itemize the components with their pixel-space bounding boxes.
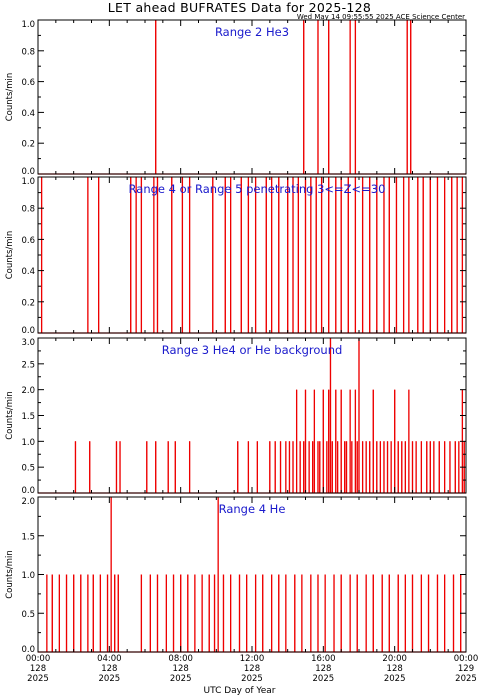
panel-label-1: Range 2 He3 (215, 25, 289, 39)
x-tick-label-time: 20:00 (382, 654, 407, 664)
panel-label-2: Range 4 or Range 5 penetrating 3<=Z<=30 (129, 182, 386, 196)
y-tick-label: 0.4 (21, 267, 35, 277)
y-tick-label: 0.0 (21, 486, 35, 496)
y-tick-label: 0.6 (21, 78, 35, 88)
x-tick-label-year: 2025 (313, 674, 335, 684)
data-trace-panel-1 (38, 20, 466, 175)
y-tick-label: 0.0 (21, 167, 35, 177)
x-tick-label-year: 2025 (455, 674, 477, 684)
x-tick-label-doy: 128 (315, 664, 331, 674)
y-tick-label: 0.6 (21, 236, 35, 246)
y-tick-label: 0.0 (21, 326, 35, 336)
y-tick-label: 1.0 (21, 177, 35, 187)
x-tick-label-year: 2025 (27, 674, 49, 684)
x-tick-label-year: 2025 (99, 674, 121, 684)
y-tick-label: 0.4 (21, 109, 35, 119)
y-tick-label: 2.0 (21, 386, 35, 396)
x-axis-label: UTC Day of Year (203, 686, 276, 696)
x-tick-label-time: 00:00 (26, 654, 51, 664)
y-tick-label: 2.5 (21, 360, 35, 370)
y-tick-label: 3.0 (21, 338, 35, 348)
y-axis-label-2: Counts/min (5, 231, 15, 280)
x-tick-label-year: 2025 (241, 674, 263, 684)
x-tick-label-time: 00:00 (454, 654, 479, 664)
panel-label-3: Range 3 He4 or He background (162, 343, 343, 357)
x-tick-label-doy: 128 (387, 664, 403, 674)
y-tick-label: 1.0 (21, 20, 35, 30)
x-tick-label-time: 04:00 (97, 654, 122, 664)
data-trace-panel-4 (38, 497, 466, 653)
panel-frame-1 (37, 19, 467, 175)
y-tick-label: 1.5 (21, 532, 35, 542)
data-trace-panel-2 (38, 177, 466, 334)
y-tick-label: 0.2 (21, 140, 35, 150)
x-tick-label-time: 16:00 (311, 654, 336, 664)
timestamp-label: Wed May 14 09:55:55 2025 ACE Science Cen… (296, 13, 465, 21)
y-tick-label: 0.2 (21, 298, 35, 308)
panel-frame-4 (37, 496, 467, 653)
x-tick-label-doy: 128 (30, 664, 46, 674)
x-tick-label-year: 2025 (170, 674, 192, 684)
y-tick-label: 0.8 (21, 47, 35, 57)
y-tick-label: 0.5 (21, 464, 35, 474)
y-axis-label-1: Counts/min (5, 73, 15, 122)
chart-title: LET ahead BUFRATES Data for 2025-128 (107, 0, 372, 15)
y-tick-label: 0.0 (21, 645, 35, 655)
y-tick-label: 0.5 (21, 610, 35, 620)
x-tick-label-time: 08:00 (168, 654, 193, 664)
y-tick-label: 0.8 (21, 205, 35, 215)
x-tick-label-year: 2025 (384, 674, 406, 684)
panel-label-4: Range 4 He (219, 502, 286, 516)
x-tick-label-time: 12:00 (240, 654, 265, 664)
y-tick-label: 2.0 (21, 497, 35, 507)
y-tick-label: 1.0 (21, 438, 35, 448)
y-axis-label-3: Counts/min (5, 391, 15, 440)
x-tick-label-doy: 128 (101, 664, 117, 674)
x-tick-label-doy: 128 (173, 664, 189, 674)
x-tick-label-doy: 128 (244, 664, 260, 674)
panel-frame-2 (37, 176, 467, 334)
y-axis-label-4: Counts/min (5, 550, 15, 599)
y-tick-label: 1.0 (21, 571, 35, 581)
x-tick-label-doy: 129 (458, 664, 474, 674)
y-tick-label: 1.5 (21, 412, 35, 422)
